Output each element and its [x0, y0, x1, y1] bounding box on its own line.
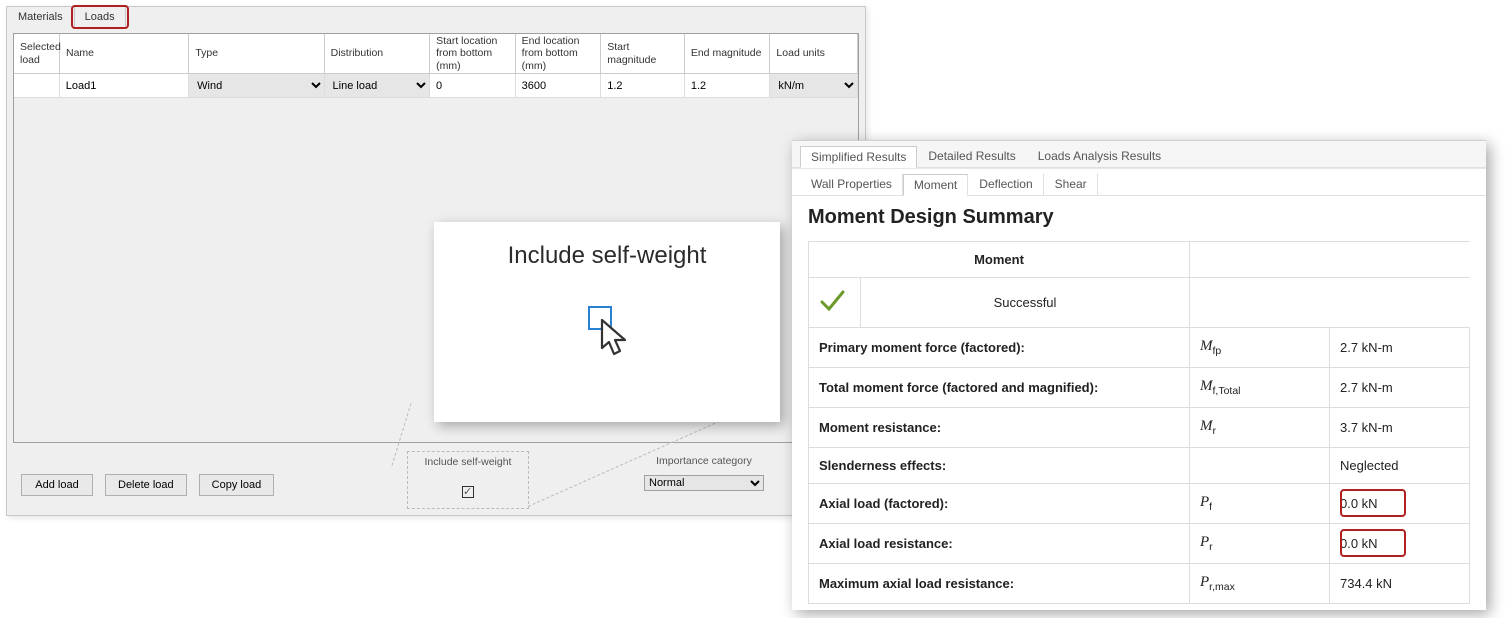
distribution-select[interactable]: Line load	[325, 74, 430, 97]
endmag-input[interactable]	[685, 74, 770, 97]
include-self-weight-group: Include self-weight	[407, 451, 529, 509]
row-label: Maximum axial load resistance:	[809, 564, 1190, 604]
tab-deflection[interactable]: Deflection	[968, 173, 1043, 195]
col-header-endmag: End magnitude	[685, 34, 771, 74]
cell-dist[interactable]: Line load	[325, 74, 431, 98]
row-label: Primary moment force (factored):	[809, 328, 1190, 368]
row-value: 2.7 kN-m	[1330, 328, 1470, 368]
startmag-input[interactable]	[601, 74, 684, 97]
tab-simplified-results[interactable]: Simplified Results	[800, 146, 917, 168]
check-icon	[819, 288, 845, 314]
importance-category-select[interactable]: Normal	[644, 475, 764, 491]
moment-summary-table: Moment Successful Primary moment force (…	[808, 241, 1470, 604]
results-heading: Moment Design Summary	[808, 206, 1470, 229]
cell-units[interactable]: kN/m	[770, 74, 858, 98]
results-panel: Simplified Results Detailed Results Load…	[792, 140, 1486, 610]
table-row: Total moment force (factored and magnifi…	[809, 368, 1470, 408]
tab-shear[interactable]: Shear	[1044, 173, 1098, 195]
col-header-startloc: Start location from bottom (mm)	[430, 34, 516, 74]
row-symbol: Mf,Total	[1190, 368, 1330, 408]
row-value: Neglected	[1330, 448, 1470, 484]
row-label: Slenderness effects:	[809, 448, 1190, 484]
results-top-tabs: Simplified Results Detailed Results Load…	[792, 141, 1486, 168]
table-row[interactable]: Wind Line load kN/m	[14, 74, 858, 98]
table-row: Axial load (factored):Pf0.0 kN	[809, 484, 1470, 524]
tab-loads[interactable]: Loads	[74, 6, 126, 28]
table-row: Slenderness effects: Neglected	[809, 448, 1470, 484]
row-symbol: Mfp	[1190, 328, 1330, 368]
col-header-selected: Selected load	[14, 34, 60, 74]
cell-endmag[interactable]	[685, 74, 771, 98]
row-value: 734.4 kN	[1330, 564, 1470, 604]
row-symbol: Pr	[1190, 524, 1330, 564]
self-weight-callout: Include self-weight	[434, 222, 780, 422]
table-row: Moment resistance:Mr3.7 kN-m	[809, 408, 1470, 448]
row-value: 2.7 kN-m	[1330, 368, 1470, 408]
importance-category-label: Importance category	[656, 455, 752, 467]
col-header-dist: Distribution	[325, 34, 430, 74]
row-symbol: Mr	[1190, 408, 1330, 448]
cursor-icon	[600, 318, 634, 358]
row-value: 0.0 kN	[1330, 484, 1470, 524]
row-label: Moment resistance:	[809, 408, 1190, 448]
tab-materials[interactable]: Materials	[7, 6, 74, 28]
copy-load-button[interactable]: Copy load	[199, 474, 275, 496]
add-load-button[interactable]: Add load	[21, 474, 93, 496]
cell-startloc[interactable]	[430, 74, 516, 98]
moment-header: Moment	[809, 242, 1190, 278]
cell-selected[interactable]	[14, 74, 60, 98]
row-label: Axial load (factored):	[809, 484, 1190, 524]
table-row: Maximum axial load resistance:Pr,max734.…	[809, 564, 1470, 604]
cell-type[interactable]: Wind	[189, 74, 324, 98]
row-label: Total moment force (factored and magnifi…	[809, 368, 1190, 408]
include-self-weight-label: Include self-weight	[425, 456, 512, 468]
units-select[interactable]: kN/m	[770, 74, 857, 97]
row-label: Axial load resistance:	[809, 524, 1190, 564]
tab-loads-analysis[interactable]: Loads Analysis Results	[1027, 145, 1172, 167]
row-value: 3.7 kN-m	[1330, 408, 1470, 448]
cell-startmag[interactable]	[601, 74, 685, 98]
row-value: 0.0 kN	[1330, 524, 1470, 564]
table-row: Primary moment force (factored):Mfp2.7 k…	[809, 328, 1470, 368]
tab-wall-properties[interactable]: Wall Properties	[800, 173, 903, 195]
tab-detailed-results[interactable]: Detailed Results	[917, 145, 1026, 167]
include-self-weight-checkbox[interactable]	[462, 486, 474, 498]
status-check-cell	[809, 278, 861, 328]
col-header-units: Load units	[770, 34, 858, 74]
col-header-type: Type	[189, 34, 324, 74]
tab-moment[interactable]: Moment	[903, 174, 968, 196]
col-header-startmag: Start magnitude	[601, 34, 685, 74]
col-header-endloc: End location from bottom (mm)	[516, 34, 602, 74]
name-input[interactable]	[60, 74, 188, 97]
col-header-name: Name	[60, 34, 189, 74]
cell-endloc[interactable]	[516, 74, 602, 98]
row-symbol: Pf	[1190, 484, 1330, 524]
delete-load-button[interactable]: Delete load	[105, 474, 187, 496]
row-symbol: Pr,max	[1190, 564, 1330, 604]
type-select[interactable]: Wind	[189, 74, 323, 97]
callout-checkbox-icon	[580, 306, 634, 360]
importance-category-group: Importance category Normal	[627, 451, 781, 509]
left-tabs: Materials Loads	[7, 6, 865, 28]
startloc-input[interactable]	[430, 74, 515, 97]
status-text: Successful	[861, 278, 1190, 328]
results-sub-tabs: Wall Properties Moment Deflection Shear	[792, 168, 1486, 196]
callout-title: Include self-weight	[508, 242, 707, 270]
table-row: Axial load resistance:Pr0.0 kN	[809, 524, 1470, 564]
cell-name[interactable]	[60, 74, 189, 98]
row-symbol	[1190, 448, 1330, 484]
endloc-input[interactable]	[516, 74, 601, 97]
